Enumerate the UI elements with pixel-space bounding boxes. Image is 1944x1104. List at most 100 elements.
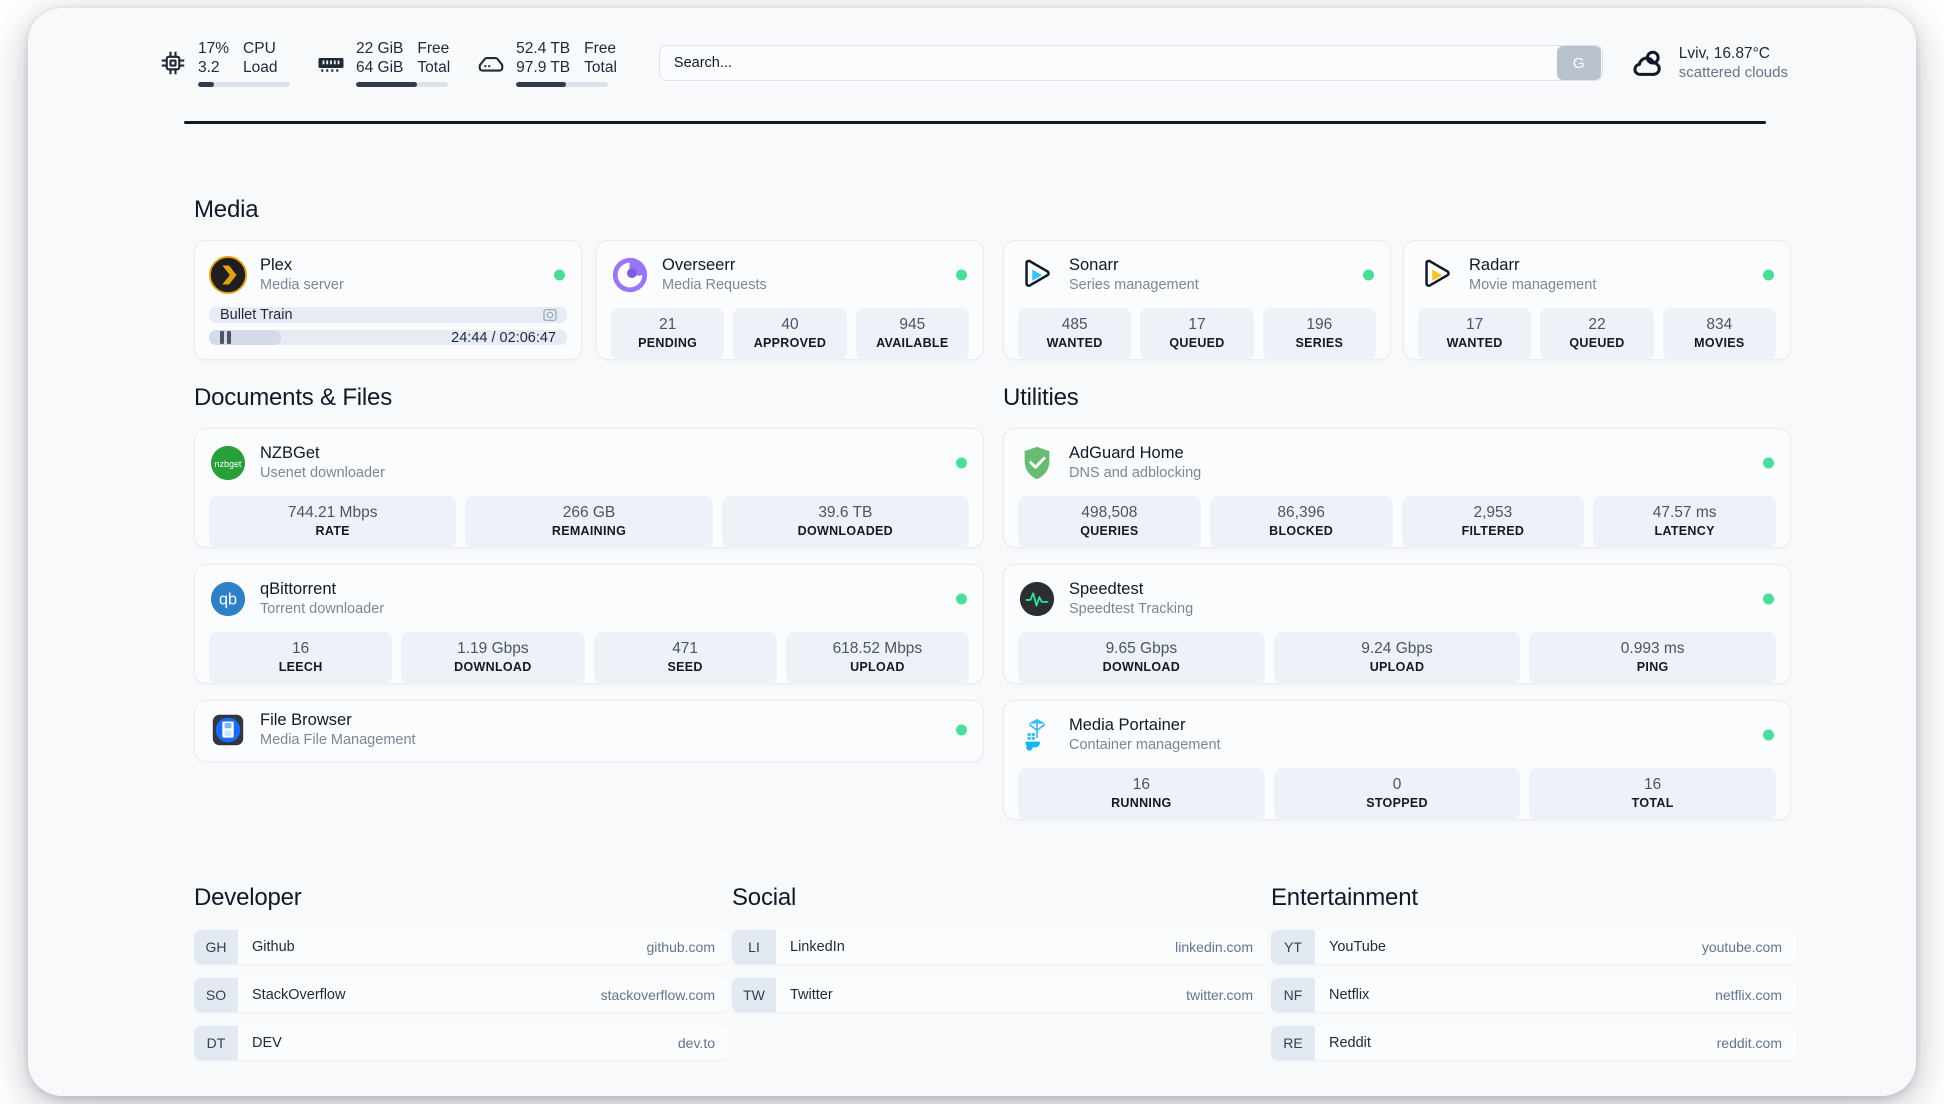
stat-cell: 39.6 TB DOWNLOADED [721, 496, 969, 548]
stat-cell: 2,953 FILTERED [1401, 496, 1585, 548]
search-input[interactable] [659, 46, 1557, 80]
search-box[interactable]: G [658, 45, 1603, 81]
stat-value: 196 [1306, 316, 1333, 333]
service-subtitle: Movie management [1469, 277, 1597, 293]
stat-value: 498,508 [1081, 504, 1138, 521]
stat-label: QUEUED [1569, 336, 1625, 350]
status-badge [956, 593, 967, 605]
service-card-media-portainer[interactable]: Media Portainer Container management 16 … [1003, 700, 1791, 820]
nzbget-icon: nzbget [209, 444, 247, 482]
search-area: G [658, 45, 1603, 81]
bookmark-item-dev[interactable]: DT DEV dev.to [194, 1026, 729, 1060]
service-subtitle: Usenet downloader [260, 465, 385, 481]
bookmark-name: Twitter [790, 987, 833, 1003]
stat-label: FILTERED [1461, 524, 1525, 538]
bookmark-url: github.com [646, 939, 715, 955]
stat-cell: 86,396 BLOCKED [1209, 496, 1393, 548]
bookmark-item-stackoverflow[interactable]: SO StackOverflow stackoverflow.com [194, 978, 729, 1012]
card-header: File Browser Media File Management [209, 708, 969, 752]
service-card-file-browser[interactable]: File Browser Media File Management [194, 700, 984, 762]
weather-description: scattered clouds [1678, 64, 1788, 81]
bookmark-item-reddit[interactable]: RE Reddit reddit.com [1271, 1026, 1796, 1060]
bookmark-item-youtube[interactable]: YT YouTube youtube.com [1271, 930, 1796, 964]
bookmark-badge: SO [194, 978, 238, 1012]
service-card-adguard-home[interactable]: AdGuard Home DNS and adblocking 498,508 … [1003, 428, 1791, 548]
bookmark-url: netflix.com [1715, 987, 1782, 1003]
cpu-label-1: CPU [243, 40, 276, 57]
bookmark-group-title-entertainment: Entertainment [1271, 884, 1418, 911]
stat-cell: 0 STOPPED [1273, 768, 1521, 820]
stat-value: 9.24 Gbps [1361, 640, 1433, 657]
stat-label: TOTAL [1631, 796, 1674, 810]
bookmark-url: stackoverflow.com [600, 987, 715, 1003]
stat-label: LATENCY [1654, 524, 1715, 538]
service-name: NZBGet [260, 444, 320, 462]
bookmark-item-linkedin[interactable]: LI LinkedIn linkedin.com [732, 930, 1267, 964]
stat-label: SERIES [1295, 336, 1344, 350]
stat-value: 16 [1644, 776, 1662, 793]
service-subtitle: Media File Management [260, 732, 416, 748]
card-header: Sonarr Series management [1018, 253, 1376, 297]
stat-cell: 47.57 ms LATENCY [1593, 496, 1776, 548]
stat-cell: 40 APPROVED [733, 308, 847, 360]
bookmark-item-twitter[interactable]: TW Twitter twitter.com [732, 978, 1267, 1012]
stat-label: BLOCKED [1269, 524, 1334, 538]
section-title-documents: Documents & Files [194, 384, 392, 411]
bookmark-item-netflix[interactable]: NF Netflix netflix.com [1271, 978, 1796, 1012]
service-card-qbittorrent[interactable]: qb qBittorrent Torrent downloader 16 LEE… [194, 564, 984, 684]
status-badge [956, 269, 967, 281]
bookmark-item-github[interactable]: GH Github github.com [194, 930, 729, 964]
status-badge [554, 269, 565, 281]
bookmark-group-title-social: Social [732, 884, 797, 911]
service-subtitle: DNS and adblocking [1069, 465, 1202, 481]
card-header: Overseerr Media Requests [611, 253, 969, 297]
service-name: Overseerr [662, 256, 736, 274]
cpu-icon [158, 48, 188, 78]
pause-icon[interactable] [220, 331, 231, 344]
stats-row: 17 WANTED 22 QUEUED 834 MOVIES [1418, 308, 1776, 360]
service-card-speedtest[interactable]: Speedtest Speedtest Tracking 9.65 Gbps D… [1003, 564, 1791, 684]
status-badge [956, 724, 967, 736]
stat-cell: 471 SEED [593, 632, 777, 684]
stat-label: QUERIES [1080, 524, 1139, 538]
header-bar: 17% 3.2 CPU Load [158, 30, 1788, 96]
stat-value: 21 [659, 316, 677, 333]
stat-cell: 9.65 Gbps DOWNLOAD [1018, 632, 1265, 684]
memory-label-1: Free [417, 40, 450, 57]
speedtest-icon [1018, 580, 1056, 618]
search-engine-button[interactable]: G [1556, 46, 1601, 80]
service-card-radarr[interactable]: Radarr Movie management 17 WANTED 22 QUE… [1403, 240, 1791, 360]
qbittorrent-icon: qb [209, 580, 247, 618]
stat-value: 47.57 ms [1652, 504, 1717, 521]
disk-stat: 52.4 TB 97.9 TB Free Total [476, 39, 617, 87]
stats-row: 16 RUNNING 0 STOPPED 16 TOTAL [1018, 768, 1777, 820]
service-card-plex[interactable]: Plex Media server Bullet Train 24:44 / 0… [194, 240, 582, 360]
bookmark-group-title-developer: Developer [194, 884, 302, 911]
section-title-media: Media [194, 196, 259, 223]
bookmark-url: reddit.com [1716, 1035, 1782, 1051]
card-header: Speedtest Speedtest Tracking [1018, 577, 1776, 621]
weather-location-temp: Lviv, 16.87°C [1678, 45, 1770, 62]
stat-value: 834 [1706, 316, 1733, 333]
bookmark-name: DEV [252, 1035, 282, 1051]
bookmark-badge: NF [1271, 978, 1315, 1012]
disk-icon [476, 48, 506, 78]
section-title-utilities: Utilities [1003, 384, 1079, 411]
cast-icon[interactable] [542, 307, 558, 323]
service-subtitle: Speedtest Tracking [1069, 601, 1194, 617]
stats-row: 498,508 QUERIES 86,396 BLOCKED 2,953 FIL… [1018, 496, 1776, 548]
service-card-nzbget[interactable]: nzbget NZBGet Usenet downloader 744.21 M… [194, 428, 984, 548]
stat-label: UPLOAD [850, 660, 905, 674]
stat-cell: 17 WANTED [1418, 308, 1532, 360]
service-card-overseerr[interactable]: Overseerr Media Requests 21 PENDING 40 A… [596, 240, 984, 360]
service-card-sonarr[interactable]: Sonarr Series management 485 WANTED 17 Q… [1003, 240, 1391, 360]
stat-cell: 196 SERIES [1262, 308, 1376, 360]
now-playing-title: Bullet Train [220, 307, 293, 323]
stat-label: MOVIES [1694, 336, 1745, 350]
disk-value-1: 52.4 TB [516, 40, 571, 57]
playback-progress-bar[interactable]: 24:44 / 02:06:47 [209, 330, 567, 345]
now-playing-title-bar: Bullet Train [209, 307, 567, 323]
cpu-label-2: Load [243, 59, 278, 76]
memory-label-2: Total [417, 59, 451, 76]
disk-value-2: 97.9 TB [516, 59, 571, 76]
